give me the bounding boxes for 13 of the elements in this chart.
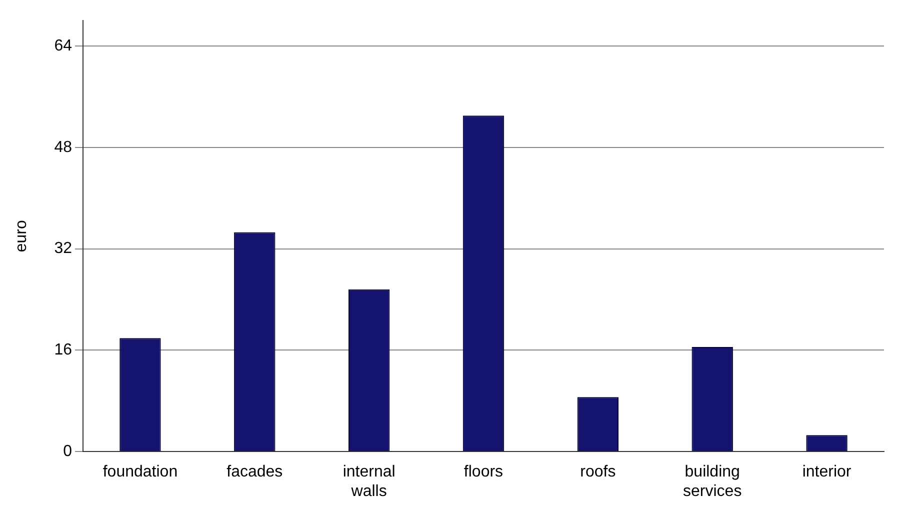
y-tick-label: 0 bbox=[63, 443, 72, 460]
y-axis-title: euro bbox=[13, 220, 30, 252]
y-tick-label: 48 bbox=[54, 138, 72, 156]
x-tick-label: roofs bbox=[580, 464, 616, 481]
y-tick-label: 64 bbox=[54, 37, 72, 54]
y-tick-label: 16 bbox=[54, 342, 72, 359]
x-tick-label: foundation bbox=[102, 464, 178, 481]
x-tick-label: facades bbox=[226, 464, 283, 481]
y-tick-label: 32 bbox=[54, 240, 72, 258]
x-tick-label: floors bbox=[464, 464, 504, 481]
x-tick-label: internal walls bbox=[342, 464, 396, 500]
x-tick-label: interior bbox=[802, 464, 852, 481]
x-tick-label: building services bbox=[683, 464, 742, 500]
